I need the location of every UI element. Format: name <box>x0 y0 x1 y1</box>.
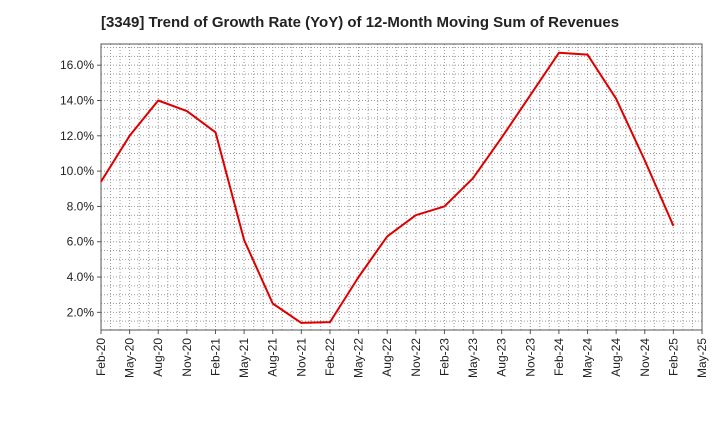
x-tick-label: May-21 <box>237 338 251 378</box>
x-tick-label: Aug-22 <box>380 338 394 377</box>
x-tick-label: May-23 <box>466 338 480 378</box>
x-tick-label: Feb-25 <box>666 338 680 376</box>
y-tick-label: 2.0% <box>67 305 95 319</box>
x-tick-label: Aug-23 <box>495 338 509 377</box>
x-tick-label: Feb-23 <box>437 338 451 376</box>
x-tick-label: May-20 <box>123 338 137 378</box>
x-tick-label: Feb-24 <box>552 338 566 376</box>
x-tick-label: Nov-21 <box>294 338 308 377</box>
y-axis: 2.0% 4.0% 6.0% 8.0% 10.0% 12.0% 14.0% 16.0% <box>60 58 101 319</box>
x-tick-label: Feb-21 <box>208 338 222 376</box>
y-tick-label: 8.0% <box>67 199 95 213</box>
series-layer <box>100 51 675 324</box>
y-tick-label: 16.0% <box>60 58 94 72</box>
x-tick-label: Aug-20 <box>151 338 165 377</box>
x-tick-label: Feb-22 <box>323 338 337 376</box>
grid <box>101 44 702 330</box>
plot-area-frame <box>100 43 703 331</box>
x-tick-label: Nov-22 <box>409 338 423 377</box>
x-axis: Feb-20 May-20 Aug-20 Nov-20 Feb-21 May-21 Aug-… <box>94 330 709 378</box>
y-tick-label: 6.0% <box>67 235 95 249</box>
x-tick-label: Nov-24 <box>638 338 652 377</box>
series-line <box>100 51 675 324</box>
x-tick-label: May-22 <box>352 338 366 378</box>
x-tick-label: May-25 <box>695 338 709 378</box>
chart-title: [3349] Trend of Growth Rate (YoY) of 12-… <box>100 14 620 31</box>
x-tick-label: Feb-20 <box>94 338 108 376</box>
x-tick-label: May-24 <box>581 338 595 378</box>
y-tick-label: 10.0% <box>60 164 94 178</box>
y-tick-label: 12.0% <box>60 129 94 143</box>
x-tick-label: Aug-21 <box>266 338 280 377</box>
y-tick-label: 4.0% <box>67 270 95 284</box>
y-tick-label: 14.0% <box>60 93 94 107</box>
x-tick-label: Aug-24 <box>609 338 623 377</box>
x-tick-label: Nov-23 <box>523 338 537 377</box>
x-tick-label: Nov-20 <box>180 338 194 377</box>
